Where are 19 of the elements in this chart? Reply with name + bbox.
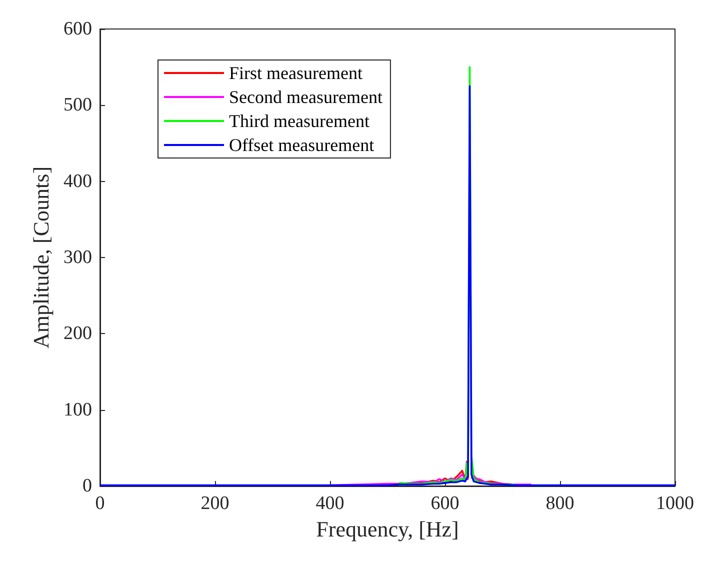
y-axis-title: Amplitude, [Counts] xyxy=(28,166,54,349)
x-tick-label: 400 xyxy=(316,493,344,514)
x-tick-label: 200 xyxy=(200,493,230,514)
x-tick-label: 1000 xyxy=(656,493,694,514)
x-tick-label: 0 xyxy=(95,493,105,514)
y-tick-label: 300 xyxy=(64,247,92,268)
y-tick-label: 400 xyxy=(64,170,92,192)
x-tick-label: 600 xyxy=(430,493,460,514)
y-tick-label: 0 xyxy=(82,476,92,496)
x-axis-title: Frequency, [Hz] xyxy=(316,516,459,542)
legend-label: Second measurement xyxy=(229,87,382,107)
y-tick-label: 600 xyxy=(64,18,92,40)
y-tick-label: 100 xyxy=(64,399,92,420)
legend-label: Offset measurement xyxy=(229,135,374,155)
y-tick-label: 200 xyxy=(64,323,92,344)
legend-label: First measurement xyxy=(229,63,362,83)
x-tick-label: 800 xyxy=(546,493,574,514)
legend-label: Third measurement xyxy=(229,111,370,131)
y-tick-label: 500 xyxy=(64,94,92,116)
